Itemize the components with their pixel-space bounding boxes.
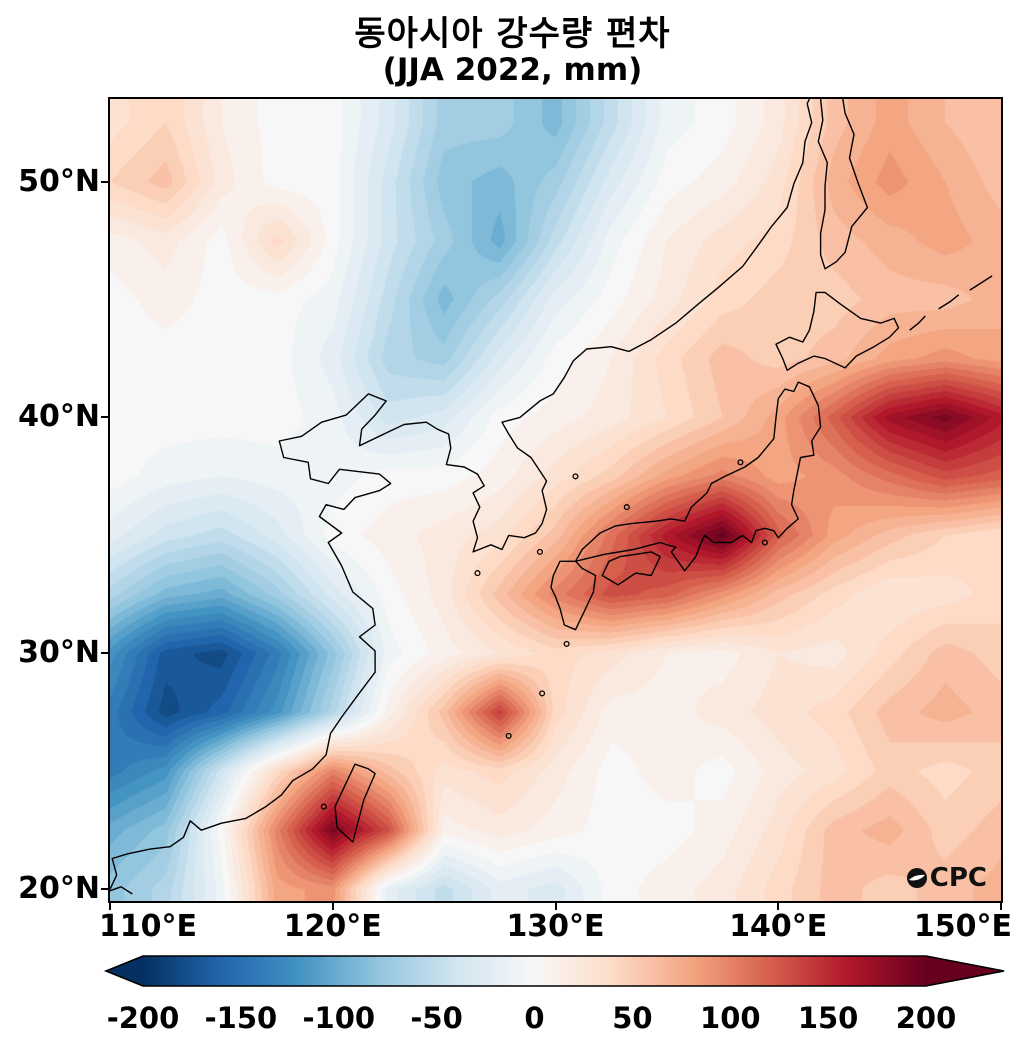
x-axis-tick-mark bbox=[1000, 903, 1002, 910]
coastline-overlay bbox=[110, 99, 993, 895]
coastline-taiwan bbox=[334, 763, 376, 843]
colorbar-tick-label: -200 bbox=[107, 1001, 180, 1035]
small-island bbox=[505, 732, 512, 739]
y-axis-tick-label: 30°N bbox=[18, 635, 100, 671]
colorbar-tick-label: 0 bbox=[524, 1001, 544, 1035]
colorbar-tick-label: -100 bbox=[303, 1001, 376, 1035]
cpc-watermark: CPC bbox=[905, 863, 987, 893]
colorbar-tick-label: 200 bbox=[896, 1001, 957, 1035]
x-axis-tick-label: 130°E bbox=[506, 909, 605, 944]
small-island bbox=[474, 570, 481, 577]
figure-title: 동아시아 강수량 편차 bbox=[354, 14, 671, 54]
coastline-sakhalin bbox=[817, 99, 869, 270]
colorbar-shape bbox=[103, 955, 1005, 987]
colorbar-gradient-bar: -200 -150 -100 -50 0 50 100 150 200 bbox=[103, 955, 1005, 1035]
coastline-kyushu bbox=[550, 560, 597, 631]
coastline-mainland-china-korea-russia bbox=[110, 99, 813, 890]
y-axis-tick-mark bbox=[101, 652, 108, 655]
colorbar-tick-label: 100 bbox=[700, 1001, 761, 1035]
small-island bbox=[563, 640, 570, 647]
y-axis-tick-label: 20°N bbox=[18, 871, 100, 907]
y-axis-tick-label: 40°N bbox=[18, 399, 100, 435]
y-axis-tick-mark bbox=[101, 180, 108, 183]
colorbar-tick-label: -50 bbox=[410, 1001, 462, 1035]
x-axis-tick-label: 150°E bbox=[913, 909, 1013, 944]
y-axis-tick-label: 50°N bbox=[18, 163, 100, 199]
coastline-honshu bbox=[574, 381, 822, 572]
coastline-kuril-1 bbox=[909, 315, 926, 331]
colorbar-tick-label: 150 bbox=[798, 1001, 859, 1035]
colorbar-tick-label: -150 bbox=[205, 1001, 278, 1035]
map-plot-area: CPC bbox=[108, 97, 1003, 903]
colorbar: -200 -150 -100 -50 0 50 100 150 200 bbox=[0, 948, 1025, 1042]
colorbar-tick-label: 50 bbox=[612, 1001, 652, 1035]
precip-anomaly-heatmap bbox=[110, 99, 1001, 901]
small-island bbox=[572, 473, 579, 480]
coastline-shikoku bbox=[601, 551, 661, 586]
small-island bbox=[623, 504, 630, 511]
x-axis-tick-mark bbox=[554, 903, 557, 910]
small-island bbox=[737, 459, 744, 466]
x-axis-tick-label: 120°E bbox=[283, 909, 382, 944]
x-axis-tick-mark bbox=[777, 903, 780, 910]
coastline-hokkaido bbox=[775, 291, 900, 371]
small-island bbox=[761, 539, 768, 546]
small-island bbox=[539, 690, 546, 697]
coastline-kuril-3 bbox=[969, 275, 993, 291]
x-axis-tick-mark bbox=[331, 903, 334, 910]
y-axis-tick-mark bbox=[101, 888, 108, 891]
cpc-watermark-text: CPC bbox=[929, 863, 987, 893]
coastline-kuril-2 bbox=[938, 294, 960, 310]
y-axis-tick-mark bbox=[101, 416, 108, 419]
coastline-hainan-north-coast bbox=[110, 886, 133, 895]
figure-subtitle: (JJA 2022, mm) bbox=[382, 52, 643, 88]
x-axis-tick-label: 140°E bbox=[729, 909, 828, 944]
x-axis-tick-mark bbox=[109, 903, 111, 910]
small-island bbox=[536, 548, 543, 555]
globe-icon bbox=[906, 868, 927, 888]
small-island bbox=[320, 803, 327, 810]
x-axis-tick-label: 110°E bbox=[98, 909, 198, 944]
